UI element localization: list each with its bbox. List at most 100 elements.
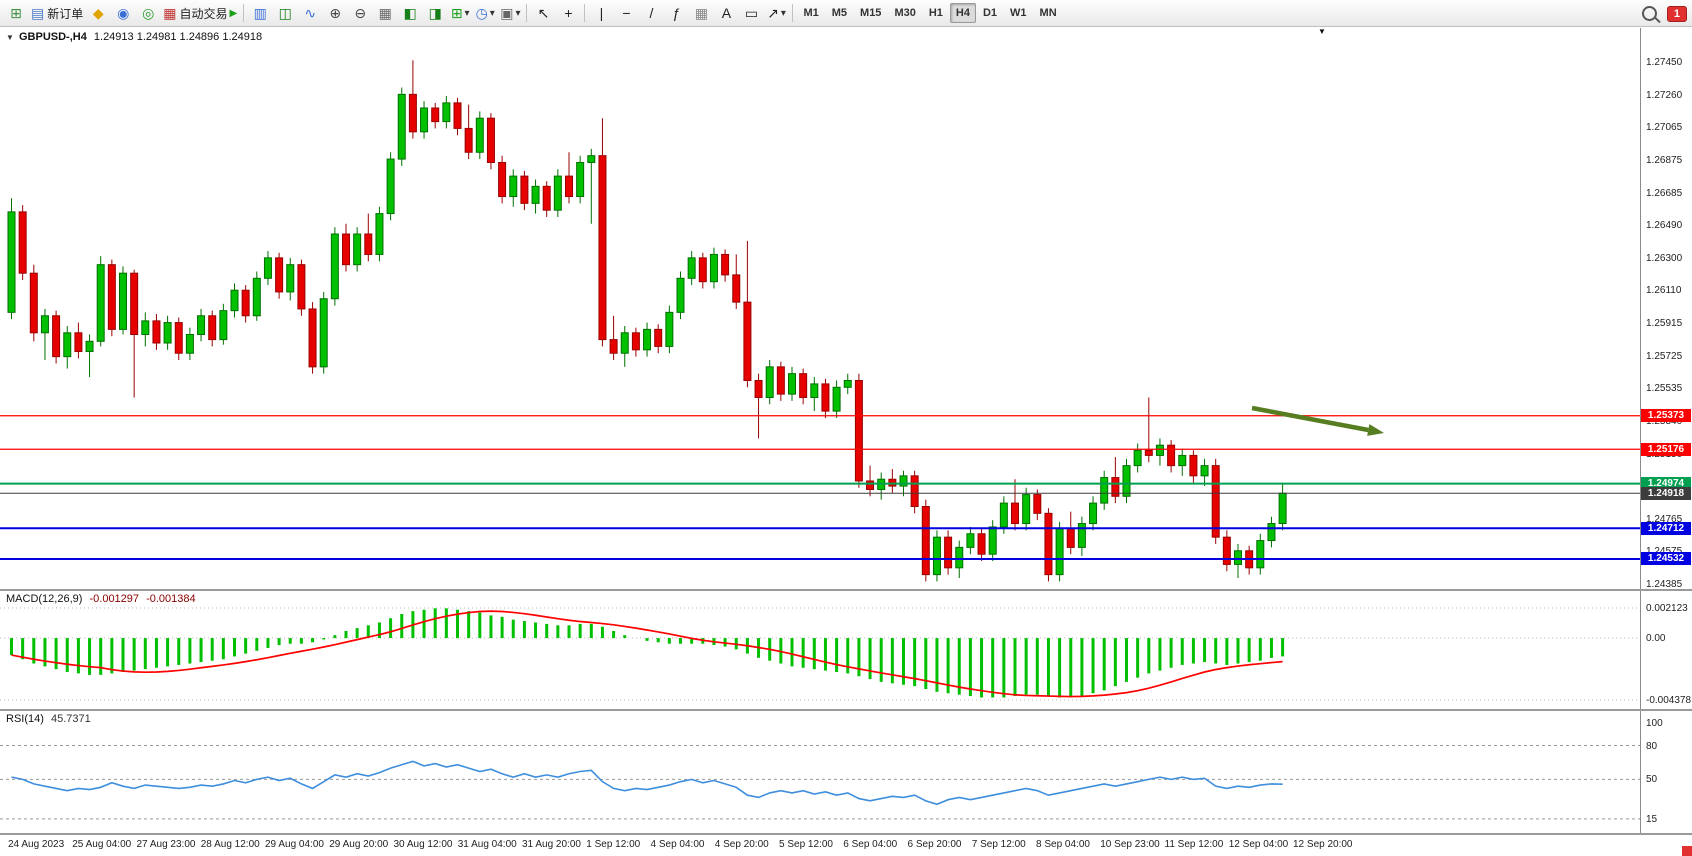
fibonacci-icon: ƒ (672, 5, 681, 21)
rsi-value: 45.7371 (50, 713, 91, 725)
ohlc-values: 1.24913 1.24981 1.24896 1.24918 (93, 31, 263, 43)
order-doc-icon: ▤ (31, 5, 45, 21)
candle (330, 233, 339, 300)
candle (921, 506, 930, 576)
candle (799, 373, 808, 399)
timeframe-m5-button[interactable]: M5 (831, 7, 848, 19)
candle (944, 536, 953, 569)
candle (810, 383, 819, 399)
alerts-button[interactable]: ◆ (86, 2, 110, 24)
price-tag: 1.24712 (1641, 521, 1691, 535)
notification-badge[interactable]: 1 (1666, 5, 1687, 22)
new-order-button[interactable]: ▤ 新订单 (29, 2, 85, 24)
price-axis-label: 1.26685 (1646, 187, 1683, 199)
timeframe-m30-button[interactable]: M30 (894, 7, 916, 19)
grid-button[interactable]: ▦ (689, 2, 713, 24)
panel-separator-rsi[interactable] (0, 709, 1692, 711)
candle (453, 102, 462, 129)
crosshair-button[interactable]: + (556, 2, 580, 24)
globe-icon: ◎ (142, 5, 155, 21)
candle (1189, 454, 1198, 477)
candle (598, 155, 607, 341)
vertical-line-button[interactable]: | (589, 2, 613, 24)
candle (475, 117, 484, 153)
candle (966, 533, 975, 548)
time-axis-label: 10 Sep 23:00 (1100, 839, 1160, 850)
timeframe-h4-button[interactable]: H4 (949, 3, 976, 23)
candle (866, 480, 875, 490)
rsi-name: RSI(14) (6, 713, 44, 725)
candle (1022, 494, 1031, 525)
search-icon[interactable] (1641, 6, 1657, 21)
new-chart-button[interactable]: ⊞ (4, 2, 28, 24)
candle (241, 289, 250, 317)
candle (1155, 444, 1164, 456)
grid-icon: ▦ (694, 5, 709, 21)
bar-chart-button[interactable]: ▥ (248, 2, 272, 24)
candle (7, 211, 16, 313)
profile-button[interactable]: ◧ (398, 2, 422, 24)
horizontal-line-button[interactable]: − (614, 2, 638, 24)
period-button[interactable]: ◷ ▾ (473, 2, 497, 24)
rsi-axis-label: 15 (1646, 813, 1658, 825)
timeframe-w1-button[interactable]: W1 (1010, 7, 1027, 19)
toolbar-separator (584, 4, 586, 22)
text-label-button[interactable]: ▭ (739, 2, 763, 24)
panel-separator-macd[interactable] (0, 589, 1692, 591)
community-button[interactable]: ◉ (111, 2, 135, 24)
candlestick-button[interactable]: ◫ (273, 2, 297, 24)
text-button[interactable]: A (714, 2, 738, 24)
trend-arrow-head (1367, 424, 1384, 436)
candle (743, 301, 752, 381)
time-axis-label: 12 Sep 04:00 (1228, 839, 1289, 850)
timeframe-m1-button[interactable]: M1 (803, 7, 819, 19)
candle (420, 107, 429, 133)
candle (988, 526, 997, 555)
template-button-arrow-icon: ▾ (515, 7, 521, 19)
indicators-button[interactable]: ⊞ ▾ (448, 2, 472, 24)
fibonacci-button[interactable]: ƒ (664, 2, 688, 24)
candle (486, 117, 495, 163)
zoom-in-button[interactable]: ⊕ (323, 2, 347, 24)
candle (676, 277, 685, 313)
tile-windows-button[interactable]: ▦ (373, 2, 397, 24)
cursor-button[interactable]: ↖ (531, 2, 555, 24)
timeframe-mn-button[interactable]: MN (1039, 7, 1057, 19)
candle (721, 253, 730, 276)
macd-name: MACD(12,26,9) (6, 593, 83, 605)
arrows-button[interactable]: ↗ ▾ (764, 2, 788, 24)
profile-list-button[interactable]: ◨ (423, 2, 447, 24)
help-button[interactable]: ◎ (136, 2, 160, 24)
panel-separator-timeaxis[interactable] (0, 833, 1692, 835)
zoom-out-icon: ⊖ (354, 5, 367, 21)
candle (141, 320, 150, 335)
timeframe-d1-button[interactable]: D1 (982, 7, 998, 19)
price-axis-label: 1.27450 (1646, 57, 1683, 68)
candle (1089, 502, 1098, 525)
line-chart-button[interactable]: ∿ (298, 2, 322, 24)
auto-trading-button[interactable]: ▦ 自动交易 ▶ (161, 2, 239, 24)
candle (1222, 536, 1231, 565)
candle (1111, 477, 1120, 497)
timeframe-m15-button[interactable]: M15 (860, 7, 882, 19)
candle (85, 340, 94, 353)
candle (1211, 465, 1220, 538)
chart-marker-icon: ▼ (1318, 27, 1326, 36)
zoom-out-button[interactable]: ⊖ (348, 2, 372, 24)
price-axis-label: 1.26875 (1646, 154, 1683, 166)
chevron-down-icon[interactable]: ▼ (6, 33, 14, 42)
candle (899, 475, 908, 487)
bars-icon: ▥ (253, 5, 267, 21)
crosshair-icon: + (564, 5, 573, 21)
candle (52, 315, 61, 358)
candle (631, 332, 640, 351)
trendline-button[interactable]: / (639, 2, 663, 24)
auto-trading-button-arrow-icon: ▶ (229, 7, 238, 19)
candle (665, 311, 674, 347)
timeframe-h1-button[interactable]: H1 (928, 7, 943, 19)
template-button[interactable]: ▣ ▾ (498, 2, 522, 24)
candle (275, 257, 284, 293)
time-axis-label: 6 Sep 04:00 (843, 839, 898, 850)
price-axis-label: 1.27260 (1646, 89, 1683, 101)
